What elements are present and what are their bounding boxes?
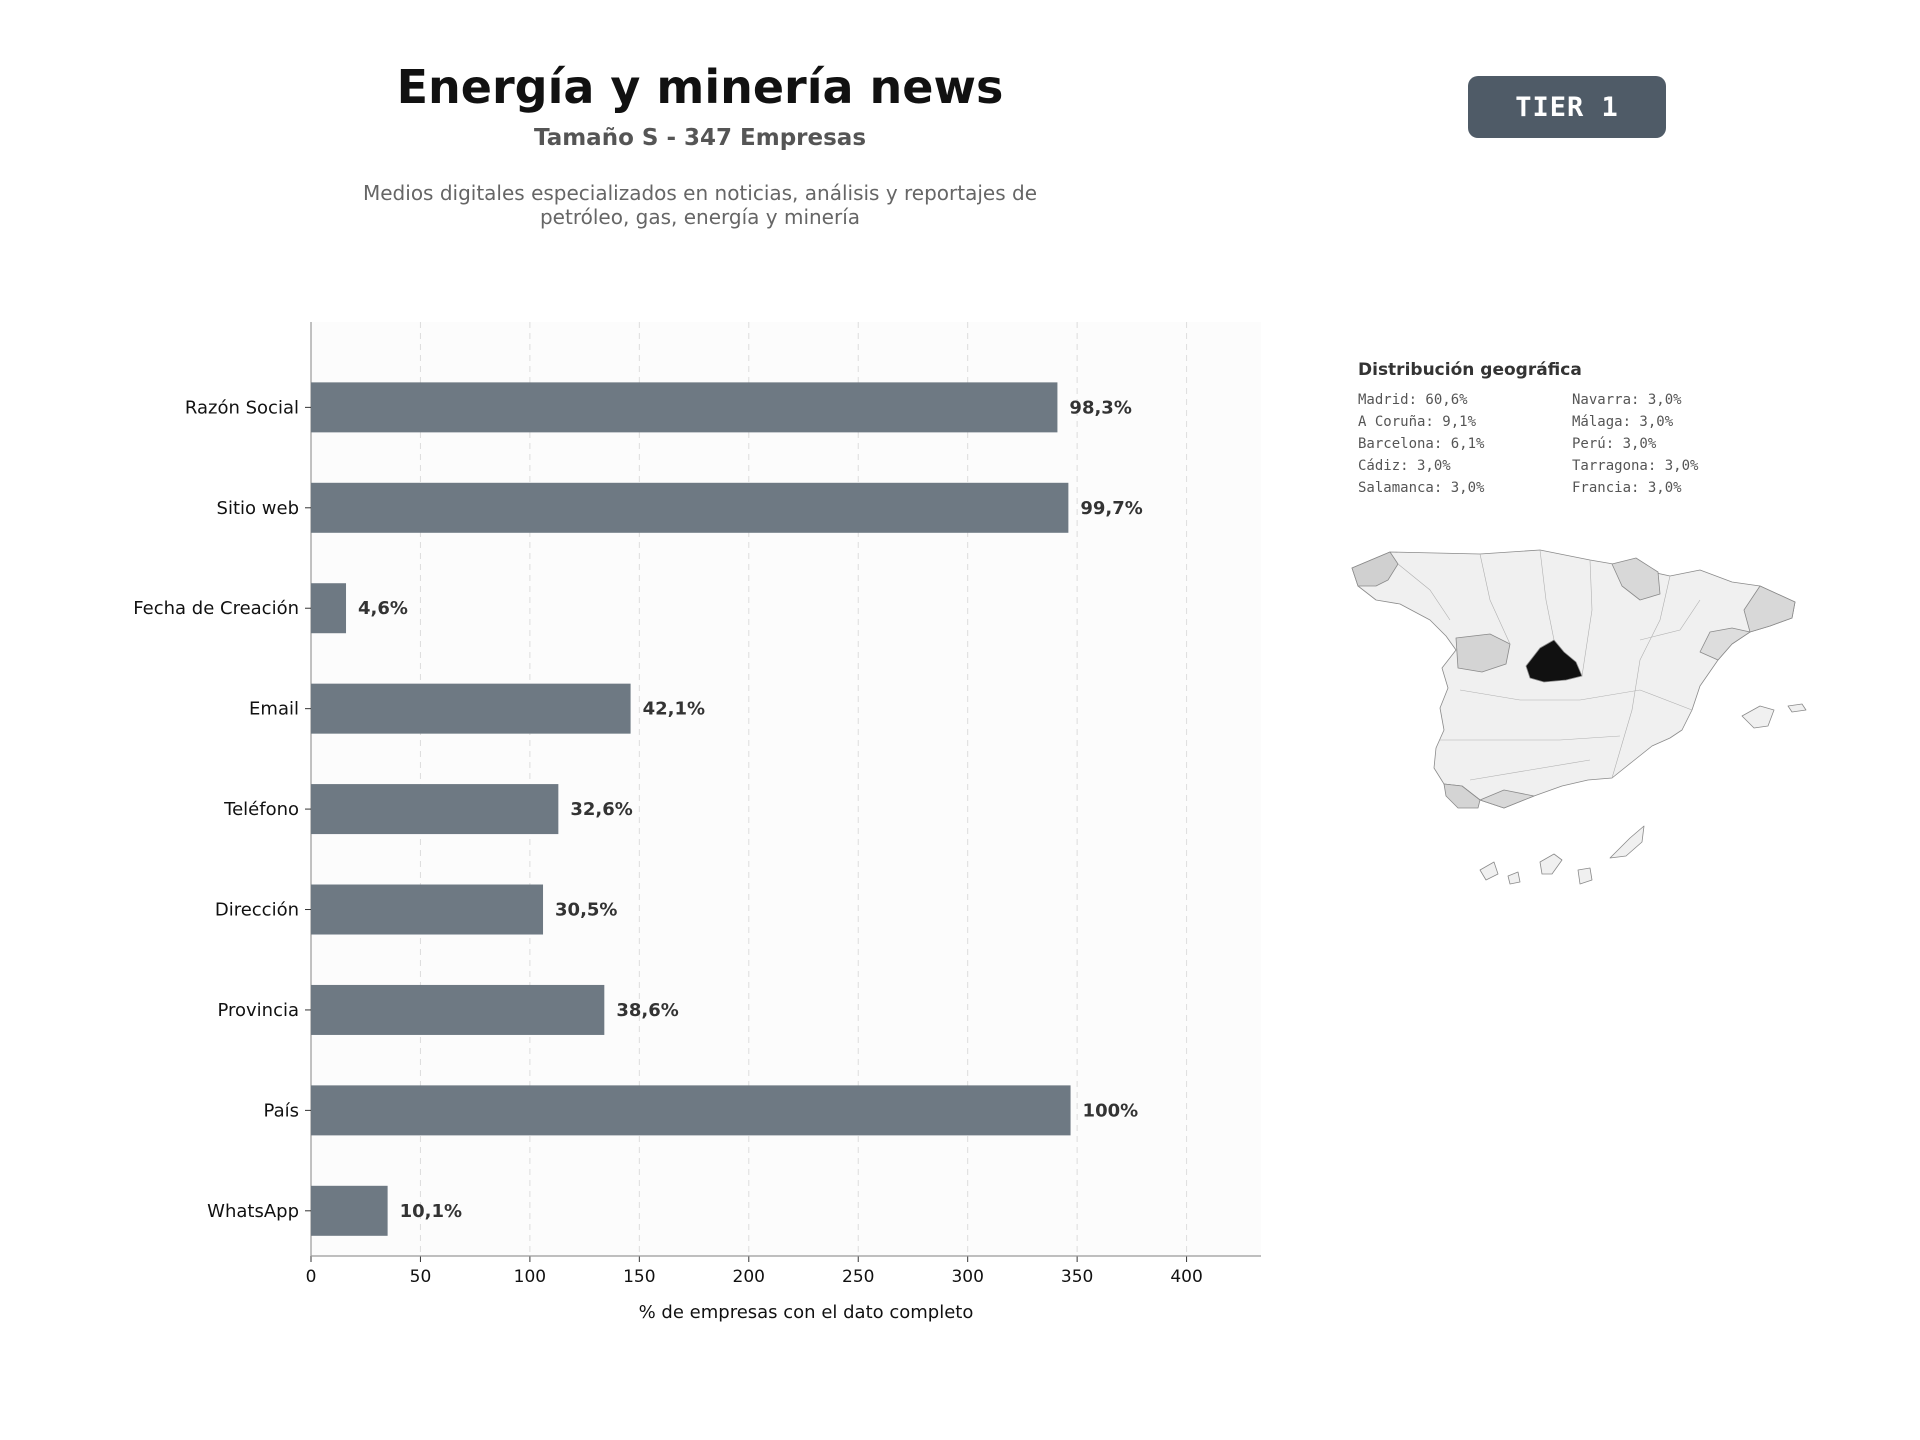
category-label: País xyxy=(264,1100,299,1121)
value-label: 30,5% xyxy=(555,900,617,921)
value-label: 38,6% xyxy=(616,1000,678,1021)
bar xyxy=(311,683,631,734)
x-tick-label: 300 xyxy=(951,1267,983,1287)
x-tick-label: 50 xyxy=(410,1267,432,1287)
map-canary-island-2 xyxy=(1507,871,1521,885)
category-label: Razón Social xyxy=(185,397,299,418)
map-region-salamanca xyxy=(1455,633,1511,673)
geo-item: Cádiz: 3,0% xyxy=(1358,458,1451,474)
tier-badge: TIER 1 xyxy=(1468,76,1666,138)
map-region-tarragona xyxy=(1699,627,1751,661)
map-region-navarra xyxy=(1611,557,1661,601)
bar xyxy=(311,482,1069,533)
geo-item: Salamanca: 3,0% xyxy=(1358,480,1485,496)
header: Energía y minería news Tamaño S - 347 Em… xyxy=(300,60,1100,229)
map-canary-island-5 xyxy=(1609,825,1645,859)
bar xyxy=(311,1085,1071,1136)
geo-item: A Coruña: 9,1% xyxy=(1358,414,1477,430)
geo-title: Distribución geográfica xyxy=(1358,360,1582,380)
bar xyxy=(311,784,559,835)
page-description: Medios digitales especializados en notic… xyxy=(300,181,1100,229)
map-balearic-mallorca xyxy=(1741,705,1775,729)
geo-item: Navarra: 3,0% xyxy=(1572,392,1682,408)
page-title: Energía y minería news xyxy=(396,60,1004,114)
value-label: 42,1% xyxy=(643,699,705,720)
bar xyxy=(311,984,605,1035)
map-canary-island-4 xyxy=(1577,867,1593,885)
map-canary-island-3 xyxy=(1539,853,1563,875)
bar xyxy=(311,382,1058,433)
map-mainland xyxy=(1351,549,1796,809)
description-line-2: petróleo, gas, energía y minería xyxy=(539,205,861,230)
geo-list: Madrid: 60,6% Navarra: 3,0% A Coruña: 9,1%… xyxy=(1358,392,1778,496)
map-region-a-coruna xyxy=(1351,551,1399,587)
geo-item: Tarragona: 3,0% xyxy=(1572,458,1699,474)
value-label: 10,1% xyxy=(400,1201,462,1222)
category-label: WhatsApp xyxy=(207,1201,299,1222)
x-tick-label: 0 xyxy=(306,1267,317,1287)
value-label: 100% xyxy=(1083,1100,1139,1121)
bar xyxy=(311,1185,388,1236)
geo-item: Málaga: 3,0% xyxy=(1572,414,1674,430)
x-axis-label: % de empresas con el dato completo xyxy=(639,1302,974,1323)
geo-item: Barcelona: 6,1% xyxy=(1358,436,1485,452)
category-label: Provincia xyxy=(217,1000,299,1021)
value-label: 32,6% xyxy=(570,799,632,820)
value-label: 98,3% xyxy=(1069,397,1131,418)
category-label: Sitio web xyxy=(217,498,299,519)
bar xyxy=(311,884,544,935)
category-label: Teléfono xyxy=(223,799,299,820)
geo-item: Francia: 3,0% xyxy=(1572,480,1682,496)
x-tick-label: 200 xyxy=(733,1267,765,1287)
x-tick-label: 150 xyxy=(623,1267,655,1287)
map-internal-borders xyxy=(1397,549,1701,781)
map-region-malaga xyxy=(1479,789,1535,809)
value-label: 4,6% xyxy=(358,598,408,619)
map-region-barcelona xyxy=(1743,585,1796,633)
spain-map xyxy=(1351,549,1807,885)
category-label: Fecha de Creación xyxy=(133,598,299,619)
x-tick-label: 100 xyxy=(514,1267,546,1287)
value-label: 99,7% xyxy=(1080,498,1142,519)
map-region-cadiz xyxy=(1443,783,1481,809)
map-balearic-menorca xyxy=(1787,703,1807,713)
x-tick-label: 250 xyxy=(842,1267,874,1287)
category-label: Dirección xyxy=(215,900,299,921)
map-region-madrid xyxy=(1525,639,1583,683)
page-subtitle: Tamaño S - 347 Empresas xyxy=(533,125,867,152)
bar xyxy=(311,583,347,634)
map-canary-island-1 xyxy=(1479,861,1499,881)
x-tick-label: 400 xyxy=(1170,1267,1202,1287)
geo-distribution: Distribución geográfica Madrid: 60,6% Nav… xyxy=(1358,360,1778,496)
category-label: Email xyxy=(249,699,299,720)
geo-item: Madrid: 60,6% xyxy=(1358,392,1468,408)
bar-chart: 0 50 100 150 200 250 300 350 400 Razón Social 98,3… xyxy=(133,322,1261,1323)
x-tick-label: 350 xyxy=(1061,1267,1093,1287)
description-line-1: Medios digitales especializados en notic… xyxy=(363,181,1037,206)
geo-item: Perú: 3,0% xyxy=(1572,436,1657,452)
